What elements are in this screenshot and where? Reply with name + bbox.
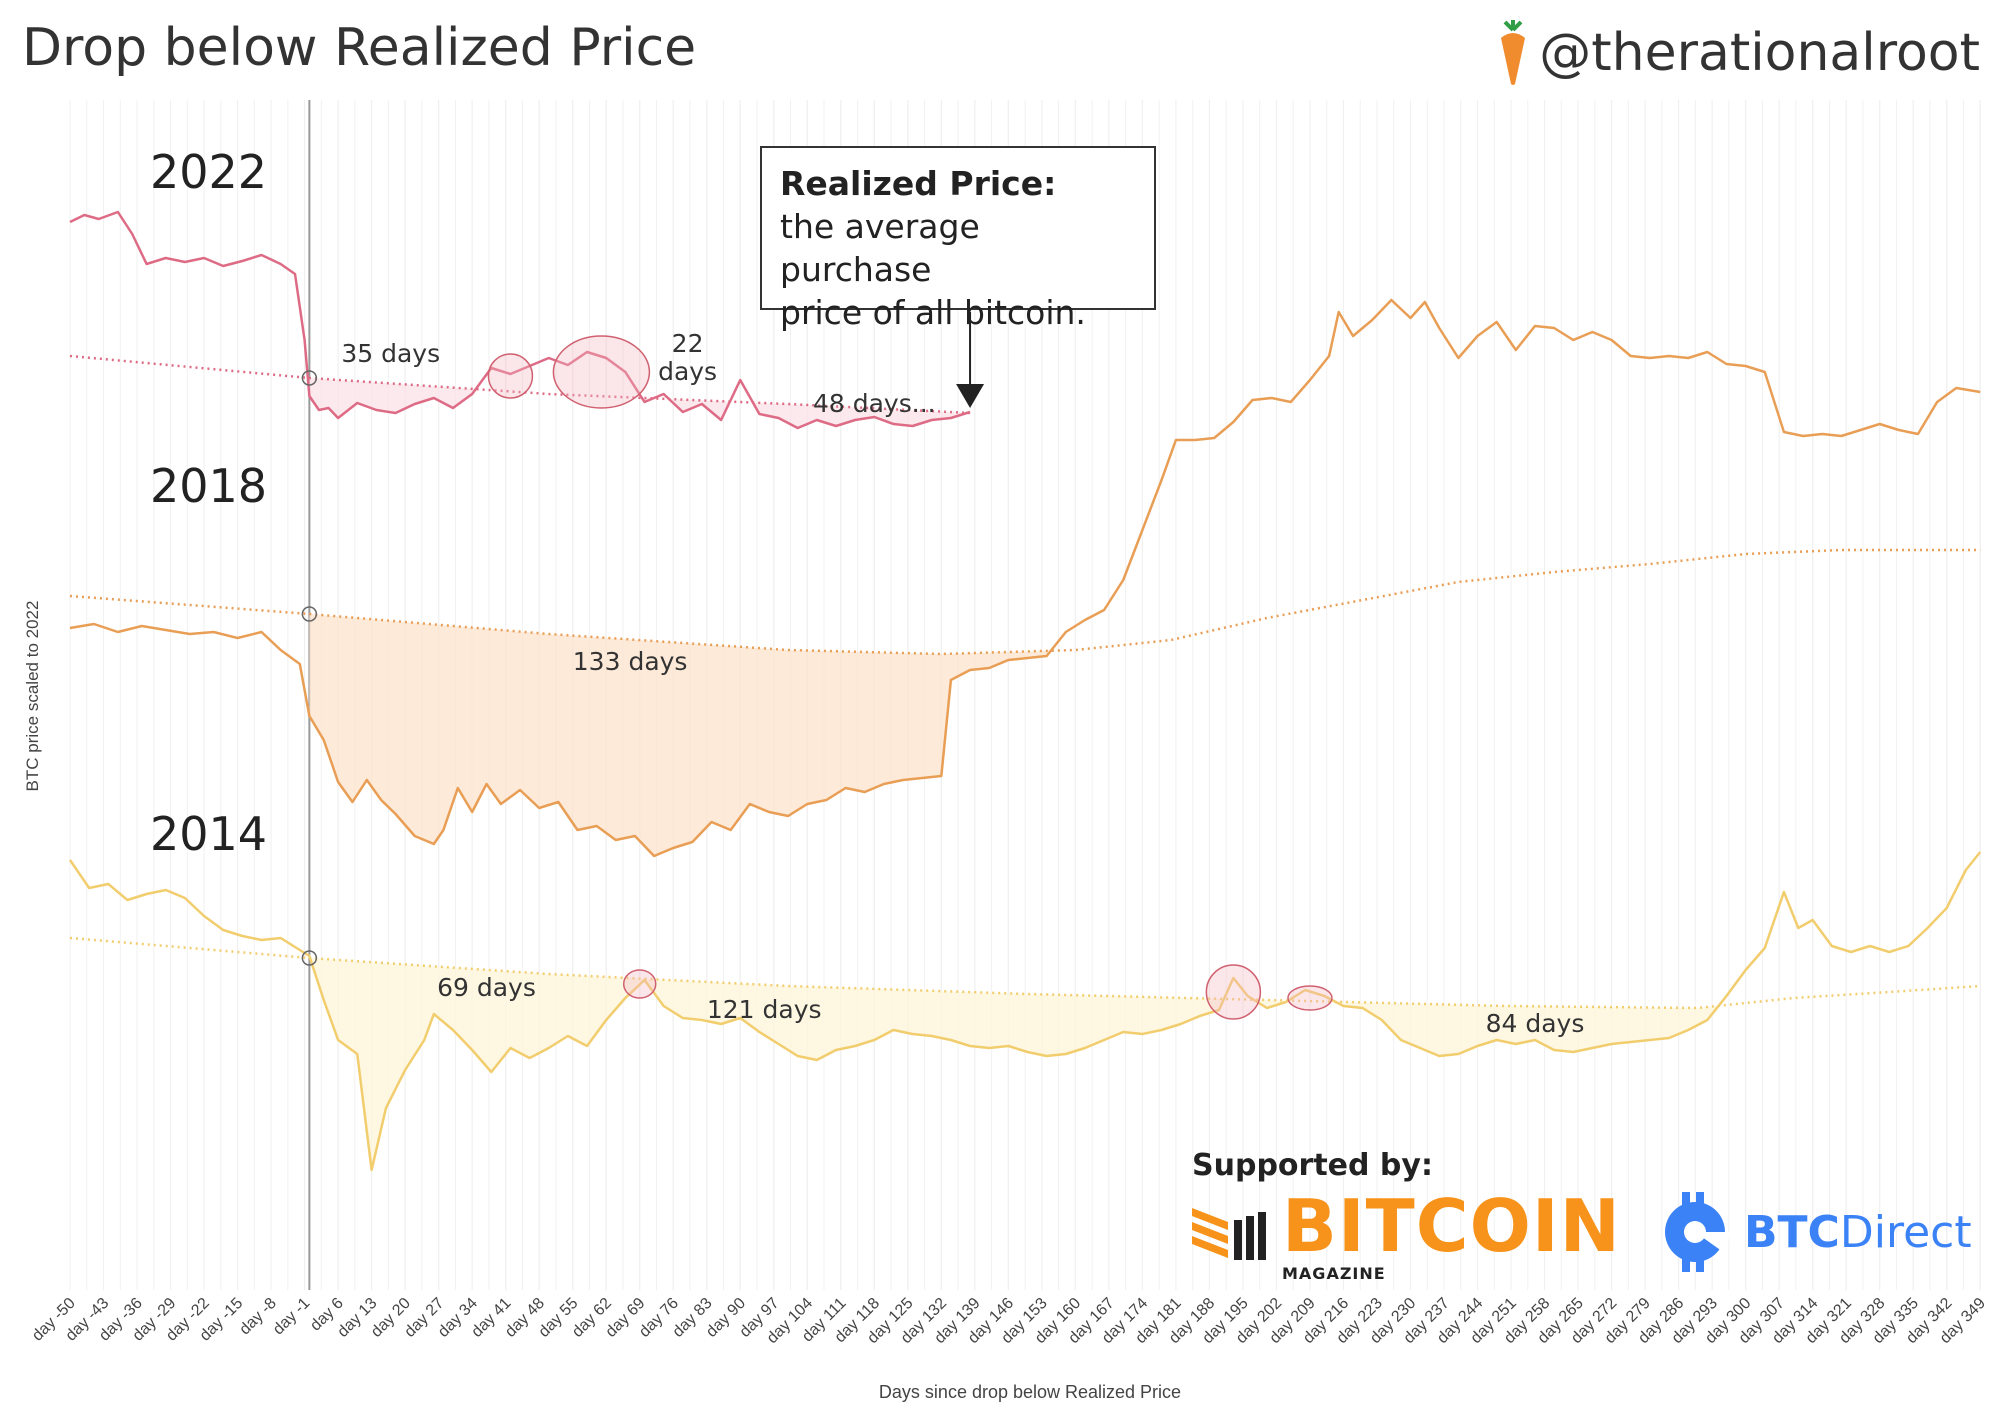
price-line-2014 bbox=[68, 851, 1982, 1172]
bitcoin-magazine-word: BITCOIN bbox=[1282, 1184, 1621, 1268]
year-label-2022: 2022 bbox=[150, 145, 267, 199]
page-title: Drop below Realized Price bbox=[22, 18, 697, 78]
author-handle: @therationalroot bbox=[1493, 20, 1980, 86]
duration-label: 35 days bbox=[341, 339, 440, 368]
crossing-marker-2018 bbox=[301, 606, 318, 622]
price-line-2018 bbox=[69, 298, 1981, 858]
duration-label: 48 days... bbox=[813, 389, 936, 418]
area-fills bbox=[309, 378, 1981, 1170]
y-axis-label: BTC price scaled to 2022 bbox=[23, 601, 42, 792]
highlight-ellipse bbox=[1205, 964, 1262, 1020]
highlight-ellipse bbox=[552, 335, 651, 409]
duration-label: 22 bbox=[672, 329, 704, 358]
bitcoin-magazine-logo: BITCOIN MAGAZINE bbox=[1192, 1190, 1621, 1283]
carrot-icon bbox=[1501, 20, 1526, 85]
fill-2014 bbox=[309, 958, 1981, 1170]
crossing-marker-2022 bbox=[301, 370, 318, 386]
price-lines bbox=[68, 210, 1982, 1172]
btcdirect-logo: BTCDirect bbox=[1660, 1192, 1972, 1272]
sponsor-label: Supported by: bbox=[1192, 1148, 1433, 1183]
btcdirect-mark-icon bbox=[1665, 1192, 1730, 1272]
bitcoin-magazine-sub: MAGAZINE bbox=[1282, 1264, 1386, 1283]
duration-label: 133 days bbox=[573, 647, 688, 676]
realized-price-callout: Realized Price: the average purchase pri… bbox=[760, 146, 1156, 332]
duration-label: 121 days bbox=[707, 995, 822, 1024]
x-axis-label: Days since drop below Realized Price bbox=[879, 1382, 1181, 1402]
btcdirect-word: BTCDirect bbox=[1744, 1207, 1972, 1258]
handle-text: @therationalroot bbox=[1539, 23, 1980, 83]
year-label-2014: 2014 bbox=[150, 807, 267, 861]
year-label-2018: 2018 bbox=[150, 459, 267, 513]
fill-2018 bbox=[309, 550, 1981, 856]
price-line-2022 bbox=[69, 210, 971, 430]
duration-label: 84 days bbox=[1486, 1009, 1585, 1038]
callout-line-2: price of all bitcoin. bbox=[780, 293, 1086, 332]
duration-label: 69 days bbox=[437, 973, 536, 1002]
highlight-ellipse bbox=[622, 969, 657, 999]
x-tick-label: day -8 bbox=[236, 1295, 280, 1339]
callout-arrow-head bbox=[956, 384, 985, 408]
realized-price-lines bbox=[69, 354, 1981, 1010]
duration-label: days bbox=[658, 357, 717, 386]
callout-line-1: the average purchase bbox=[780, 207, 980, 289]
highlight-ellipse bbox=[1287, 985, 1333, 1011]
x-tick-label: day -1 bbox=[270, 1295, 314, 1339]
btcdirect-word-rest: Direct bbox=[1839, 1206, 1972, 1258]
crossing-marker-2014 bbox=[301, 950, 318, 966]
highlight-ellipse bbox=[487, 353, 534, 399]
callout-heading: Realized Price: bbox=[780, 164, 1057, 203]
btcdirect-word-bold: BTC bbox=[1744, 1206, 1840, 1258]
bitcoin-magazine-mark-icon bbox=[1192, 1208, 1266, 1260]
realized-line-2022 bbox=[69, 354, 971, 415]
